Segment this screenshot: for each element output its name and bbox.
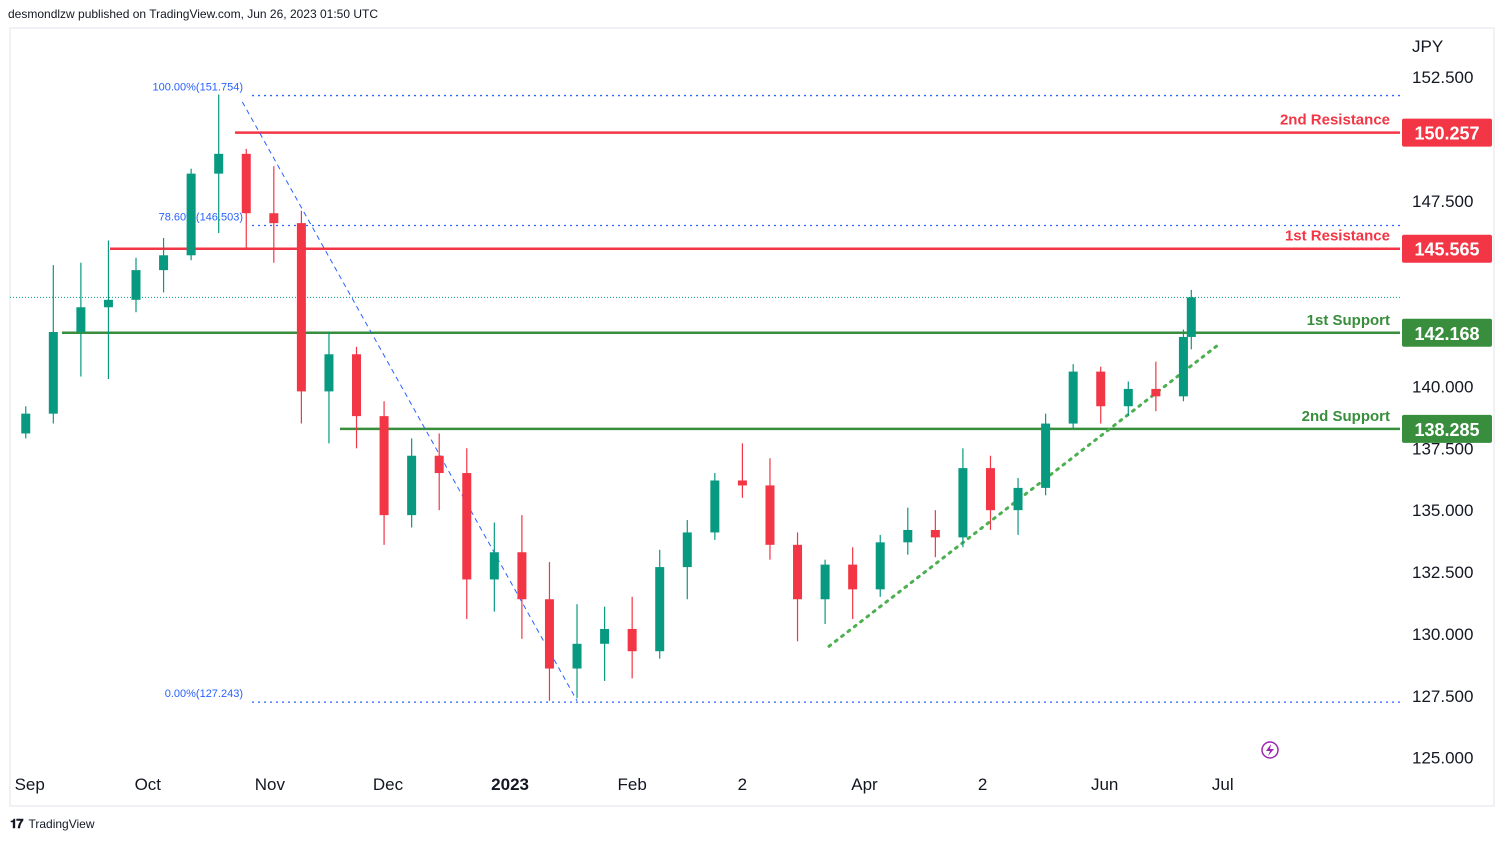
level-price-label: 145.565 [1414,240,1479,260]
candle-body[interactable] [600,628,610,644]
candle-body[interactable] [848,564,858,590]
axis-layer: 152.500 147.500 140.000 137.500 135.000 132.5… [15,68,1474,794]
candle-body[interactable] [655,567,665,652]
currency-label: JPY [1412,37,1443,56]
candles-layer[interactable] [21,94,1196,701]
chart-border [9,27,1495,807]
support-trendline [827,342,1221,648]
level-price-badge [1402,118,1492,147]
x-tick-label: Apr [851,775,878,794]
y-tick-label: 127.500 [1412,687,1473,706]
candle-body[interactable] [820,564,830,600]
candle-body[interactable] [159,255,169,271]
candle-body[interactable] [131,270,141,300]
y-tick-label: 147.500 [1412,192,1473,211]
tradingview-logo-icon: 𝟏𝟕 [10,816,24,831]
x-tick-label: Jun [1091,775,1118,794]
fib-level-label: 100.00%(151.754) [152,82,243,94]
candle-body[interactable] [737,480,747,486]
fib-level-label: 78.60%(146.503) [159,212,243,224]
candle-body[interactable] [1096,371,1106,407]
candle-body[interactable] [1151,388,1161,397]
candle-body[interactable] [352,354,362,417]
y-tick-label: 137.500 [1412,439,1473,458]
candle-body[interactable] [186,173,196,256]
candle-body[interactable] [241,153,251,214]
candle-body[interactable] [379,416,389,516]
candle-body[interactable] [710,480,720,533]
x-tick-label: Nov [255,775,286,794]
candle-body[interactable] [1186,297,1196,337]
candle-body[interactable] [324,354,334,392]
x-tick-label: Sep [15,775,45,794]
fib-trendline [241,101,578,701]
level-price-badge [1402,414,1492,443]
x-tick-label: Dec [373,775,404,794]
candle-body[interactable] [765,485,775,545]
level-label: 2nd Support [1302,408,1390,425]
footer-brand-label: TradingView [28,817,95,831]
candle-body[interactable] [627,628,637,652]
y-tick-label: 132.500 [1412,563,1473,582]
level-label: 2nd Resistance [1280,112,1390,129]
fibonacci-layer: 100.00%(151.754) 78.60%(146.503) 0.00%(127… [152,82,1400,703]
y-tick-label: 140.000 [1412,377,1473,396]
level-price-badge [1402,234,1492,263]
candle-body[interactable] [1123,388,1133,407]
level-price-badge [1402,318,1492,347]
y-tick-label: 152.500 [1412,68,1473,87]
candle-body[interactable] [489,552,499,580]
level-price-label: 142.168 [1414,324,1479,344]
candle-body[interactable] [76,307,86,332]
candle-body[interactable] [214,153,224,174]
candle-body[interactable] [269,213,279,224]
level-label: 1st Support [1307,312,1390,329]
candle-body[interactable] [103,299,113,308]
x-tick-label: 2 [978,775,987,794]
candle-body[interactable] [682,532,692,568]
footer-brand[interactable]: 𝟏𝟕 TradingView [10,816,95,832]
y-tick-label: 125.000 [1412,749,1473,768]
candle-body[interactable] [1068,371,1078,424]
y-tick-label: 135.000 [1412,501,1473,520]
candle-body[interactable] [875,542,885,590]
candle-body[interactable] [958,468,968,538]
level-label: 1st Resistance [1285,228,1390,245]
candle-body[interactable] [1041,423,1051,488]
candle-body[interactable] [48,332,58,414]
candle-body[interactable] [296,223,306,392]
publisher-line: desmondlzw published on TradingView.com,… [8,7,379,21]
fib-level-label: 0.00%(127.243) [165,688,243,700]
candle-body[interactable] [21,413,31,434]
candle-body[interactable] [434,455,444,474]
x-tick-label: 2023 [491,775,529,794]
x-tick-label: 2 [738,775,747,794]
candle-body[interactable] [985,468,995,511]
candle-body[interactable] [462,473,472,580]
candle-body[interactable] [544,599,554,669]
lightning-replay-icon[interactable] [1261,741,1279,759]
candle-body[interactable] [1013,487,1023,511]
levels-layer: 2nd Resistance 150.257 1st Resistance 145.5… [10,112,1492,648]
y-tick-label: 130.000 [1412,625,1473,644]
candle-body[interactable] [517,552,527,600]
candle-body[interactable] [930,529,940,538]
candle-body[interactable] [1178,336,1188,397]
x-tick-label: Oct [135,775,162,794]
candle-body[interactable] [407,455,417,516]
candle-body[interactable] [572,643,582,669]
level-price-label: 150.257 [1414,124,1479,144]
x-tick-label: Feb [618,775,647,794]
candle-body[interactable] [793,544,803,600]
level-price-label: 138.285 [1414,420,1479,440]
x-tick-label: Jul [1212,775,1234,794]
candle-body[interactable] [903,529,913,543]
